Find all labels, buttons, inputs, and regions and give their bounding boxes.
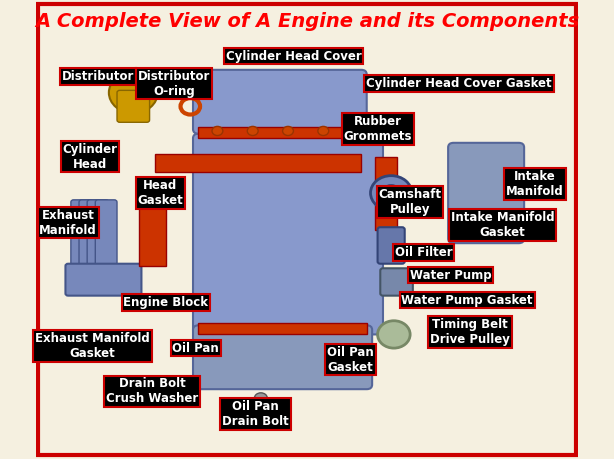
Circle shape [109,72,158,113]
Text: Cylinder
Head: Cylinder Head [63,142,117,170]
Text: Distributor: Distributor [62,70,134,83]
FancyBboxPatch shape [380,268,413,296]
Text: Oil Pan: Oil Pan [173,341,219,355]
Circle shape [282,126,293,135]
Circle shape [212,126,223,135]
Circle shape [254,393,267,404]
Text: Cylinder Head Cover: Cylinder Head Cover [225,50,361,62]
FancyBboxPatch shape [71,200,93,277]
Text: Intake
Manifold: Intake Manifold [506,170,564,198]
Text: Drain Bolt
Crush Washer: Drain Bolt Crush Washer [106,377,198,405]
Text: Exhaust Manifold
Gasket: Exhaust Manifold Gasket [35,332,150,360]
FancyBboxPatch shape [378,227,405,264]
Text: Water Pump: Water Pump [410,269,492,282]
FancyBboxPatch shape [456,211,516,232]
FancyBboxPatch shape [375,157,397,230]
Circle shape [318,126,328,135]
Circle shape [247,126,258,135]
FancyBboxPatch shape [66,264,141,296]
FancyBboxPatch shape [139,193,166,266]
FancyBboxPatch shape [95,200,117,277]
FancyBboxPatch shape [79,200,101,277]
FancyBboxPatch shape [456,157,516,177]
Text: Exhaust
Manifold: Exhaust Manifold [39,209,97,237]
Text: Oil Filter: Oil Filter [395,246,453,259]
FancyBboxPatch shape [448,143,524,243]
Text: Timing Belt
Drive Pulley: Timing Belt Drive Pulley [430,318,510,346]
Text: Engine Block: Engine Block [123,296,208,309]
Text: Intake Manifold
Gasket: Intake Manifold Gasket [451,211,554,239]
FancyBboxPatch shape [87,200,109,277]
Text: Oil Pan
Gasket: Oil Pan Gasket [327,346,374,374]
Text: Cylinder Head Cover Gasket: Cylinder Head Cover Gasket [366,77,552,90]
Text: Oil Pan
Drain Bolt: Oil Pan Drain Bolt [222,400,289,428]
Text: Camshaft
Pulley: Camshaft Pulley [379,188,441,216]
FancyBboxPatch shape [117,90,150,122]
FancyBboxPatch shape [198,323,367,335]
Text: Distributor
O-ring: Distributor O-ring [138,69,210,97]
FancyBboxPatch shape [155,154,361,173]
Circle shape [381,185,401,201]
FancyBboxPatch shape [198,127,361,138]
Circle shape [378,321,410,348]
FancyBboxPatch shape [193,325,372,389]
FancyBboxPatch shape [193,134,383,335]
Text: Head
Gasket: Head Gasket [138,179,184,207]
Text: Water Pump Gasket: Water Pump Gasket [402,294,533,307]
Text: Rubber
Grommets: Rubber Grommets [343,115,412,143]
FancyBboxPatch shape [456,175,516,195]
Circle shape [370,176,412,210]
FancyBboxPatch shape [193,70,367,134]
Text: A Complete View of A Engine and its Components: A Complete View of A Engine and its Comp… [35,12,579,31]
FancyBboxPatch shape [456,193,516,213]
